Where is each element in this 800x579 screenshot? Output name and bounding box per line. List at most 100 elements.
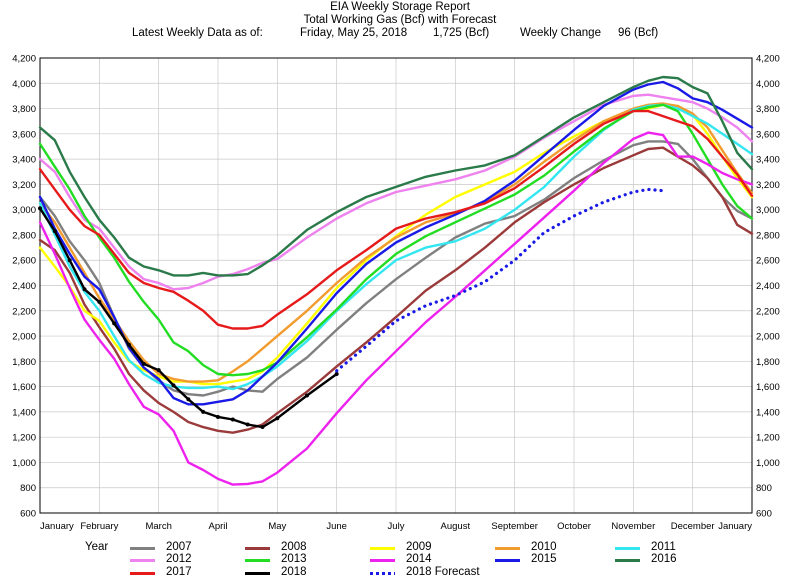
legend-label: 2017 [166,566,192,578]
series-point-2018 [245,422,250,427]
x-tick-label: May [268,521,286,532]
x-tick-label: August [441,521,471,532]
legend-label: 2009 [406,541,432,553]
legend-swatch [615,559,640,562]
y-tick-label-right: 1,000 [756,458,780,469]
x-tick-label: January [40,521,74,532]
y-tick-label-left: 1,800 [12,357,36,368]
series-line-2013 [38,103,754,377]
x-tick-label: December [671,521,715,532]
y-tick-label-right: 3,600 [756,129,780,140]
series-point-2018 [216,414,220,419]
weekly-change-value: 96 (Bcf) [618,27,659,39]
y-tick-label-left: 3,600 [12,129,36,140]
chart-title: EIA Weekly Storage Report [330,1,470,13]
y-tick-label-left: 3,400 [12,155,36,166]
y-tick-label-left: 1,400 [12,407,36,418]
legend-label: 2008 [281,541,307,553]
x-tick-label: June [326,521,347,532]
series-line-2014 [38,131,754,486]
legend-swatch [370,572,395,575]
y-tick-label-right: 3,400 [756,155,780,166]
series-point-2018 [97,299,102,304]
series-point-2018 [38,206,42,211]
series-point-2018 [334,371,339,376]
series-line-2017 [38,109,754,330]
series-point-2018 [82,287,87,292]
series-point-2018 [112,321,117,326]
legend-label: 2014 [406,553,432,565]
series-point-2018 [305,393,309,398]
x-tick-label: July [388,521,405,532]
legend-title: Year [85,541,109,553]
y-tick-label-right: 2,000 [756,332,780,343]
y-tick-label-right: 3,800 [756,104,780,115]
y-tick-label-right: 2,600 [756,256,780,267]
series-line-2015 [38,80,754,406]
latest-data-label: Latest Weekly Data as of: [132,27,263,39]
y-tick-label-left: 4,000 [12,79,36,90]
series-point-2018 [141,361,146,366]
y-tick-label-right: 2,400 [756,281,780,292]
legend-swatch [245,547,270,550]
y-tick-label-left: 600 [20,509,36,520]
y-tick-label-left: 3,200 [12,180,36,191]
y-tick-label-left: 1,000 [12,458,36,469]
series-point-2018 [127,342,131,347]
series-point-2018 [201,409,206,414]
legend-swatch [370,547,395,550]
series-line-2008 [38,146,754,434]
series-lines [38,75,754,486]
y-tick-label-right: 1,200 [756,433,780,444]
x-axis-tick-labels: January February March April May June July Augu… [40,521,752,532]
latest-data-date: Friday, May 25, 2018 [300,27,408,39]
series-line-2010 [38,102,754,383]
y-tick-label-right: 3,000 [756,205,780,216]
y-tick-label-right: 1,800 [756,357,780,368]
x-tick-label: February [80,521,118,532]
chart-subtitle: Total Working Gas (Bcf) with Forecast [303,14,497,26]
latest-data-value: 1,725 (Bcf) [433,27,490,39]
y-tick-label-left: 2,600 [12,256,36,267]
series-point-2018 [260,425,265,430]
legend-label: 2012 [166,553,192,565]
y-tick-label-left: 4,200 [12,54,36,65]
y-tick-label-right: 3,200 [756,180,780,191]
legend-label: 2018 Forecast [406,566,480,578]
y-tick-label-right: 1,400 [756,407,780,418]
legend-swatch [130,572,155,575]
legend-swatch [495,547,520,550]
plot-frame [39,57,753,514]
legend-swatch [130,559,155,562]
y-tick-label-left: 2,200 [12,306,36,317]
legend-label: 2011 [651,541,676,553]
legend-swatch [615,547,640,550]
series-point-2018 [275,416,280,421]
y-tick-label-right: 1,600 [756,382,780,393]
y-tick-label-left: 2,400 [12,281,36,292]
y-tick-label-left: 3,000 [12,205,36,216]
y-tick-label-right: 600 [756,509,772,520]
legend-swatch [495,559,520,562]
series-line-2016 [38,75,754,277]
legend-label: 2007 [166,541,192,553]
y-tick-label-left: 2,000 [12,332,36,343]
series-line-2018-forecast [335,187,665,373]
y-tick-label-left: 2,800 [12,230,36,241]
series-point-2018 [52,229,57,234]
legend-label: 2016 [651,553,677,565]
series-line-2012 [38,93,754,291]
x-tick-label: September [491,521,537,532]
legend-label: 2010 [531,541,557,553]
legend-swatch [245,572,270,575]
x-tick-label: November [611,521,655,532]
legend-swatch [370,559,395,562]
legend-swatch [245,559,270,562]
x-tick-label: March [145,521,171,532]
series-point-2018 [156,368,161,373]
legend-label: 2013 [281,553,307,565]
y-tick-label-right: 4,000 [756,79,780,90]
legend-label: 2018 [281,566,307,578]
y-tick-label-left: 3,800 [12,104,36,115]
